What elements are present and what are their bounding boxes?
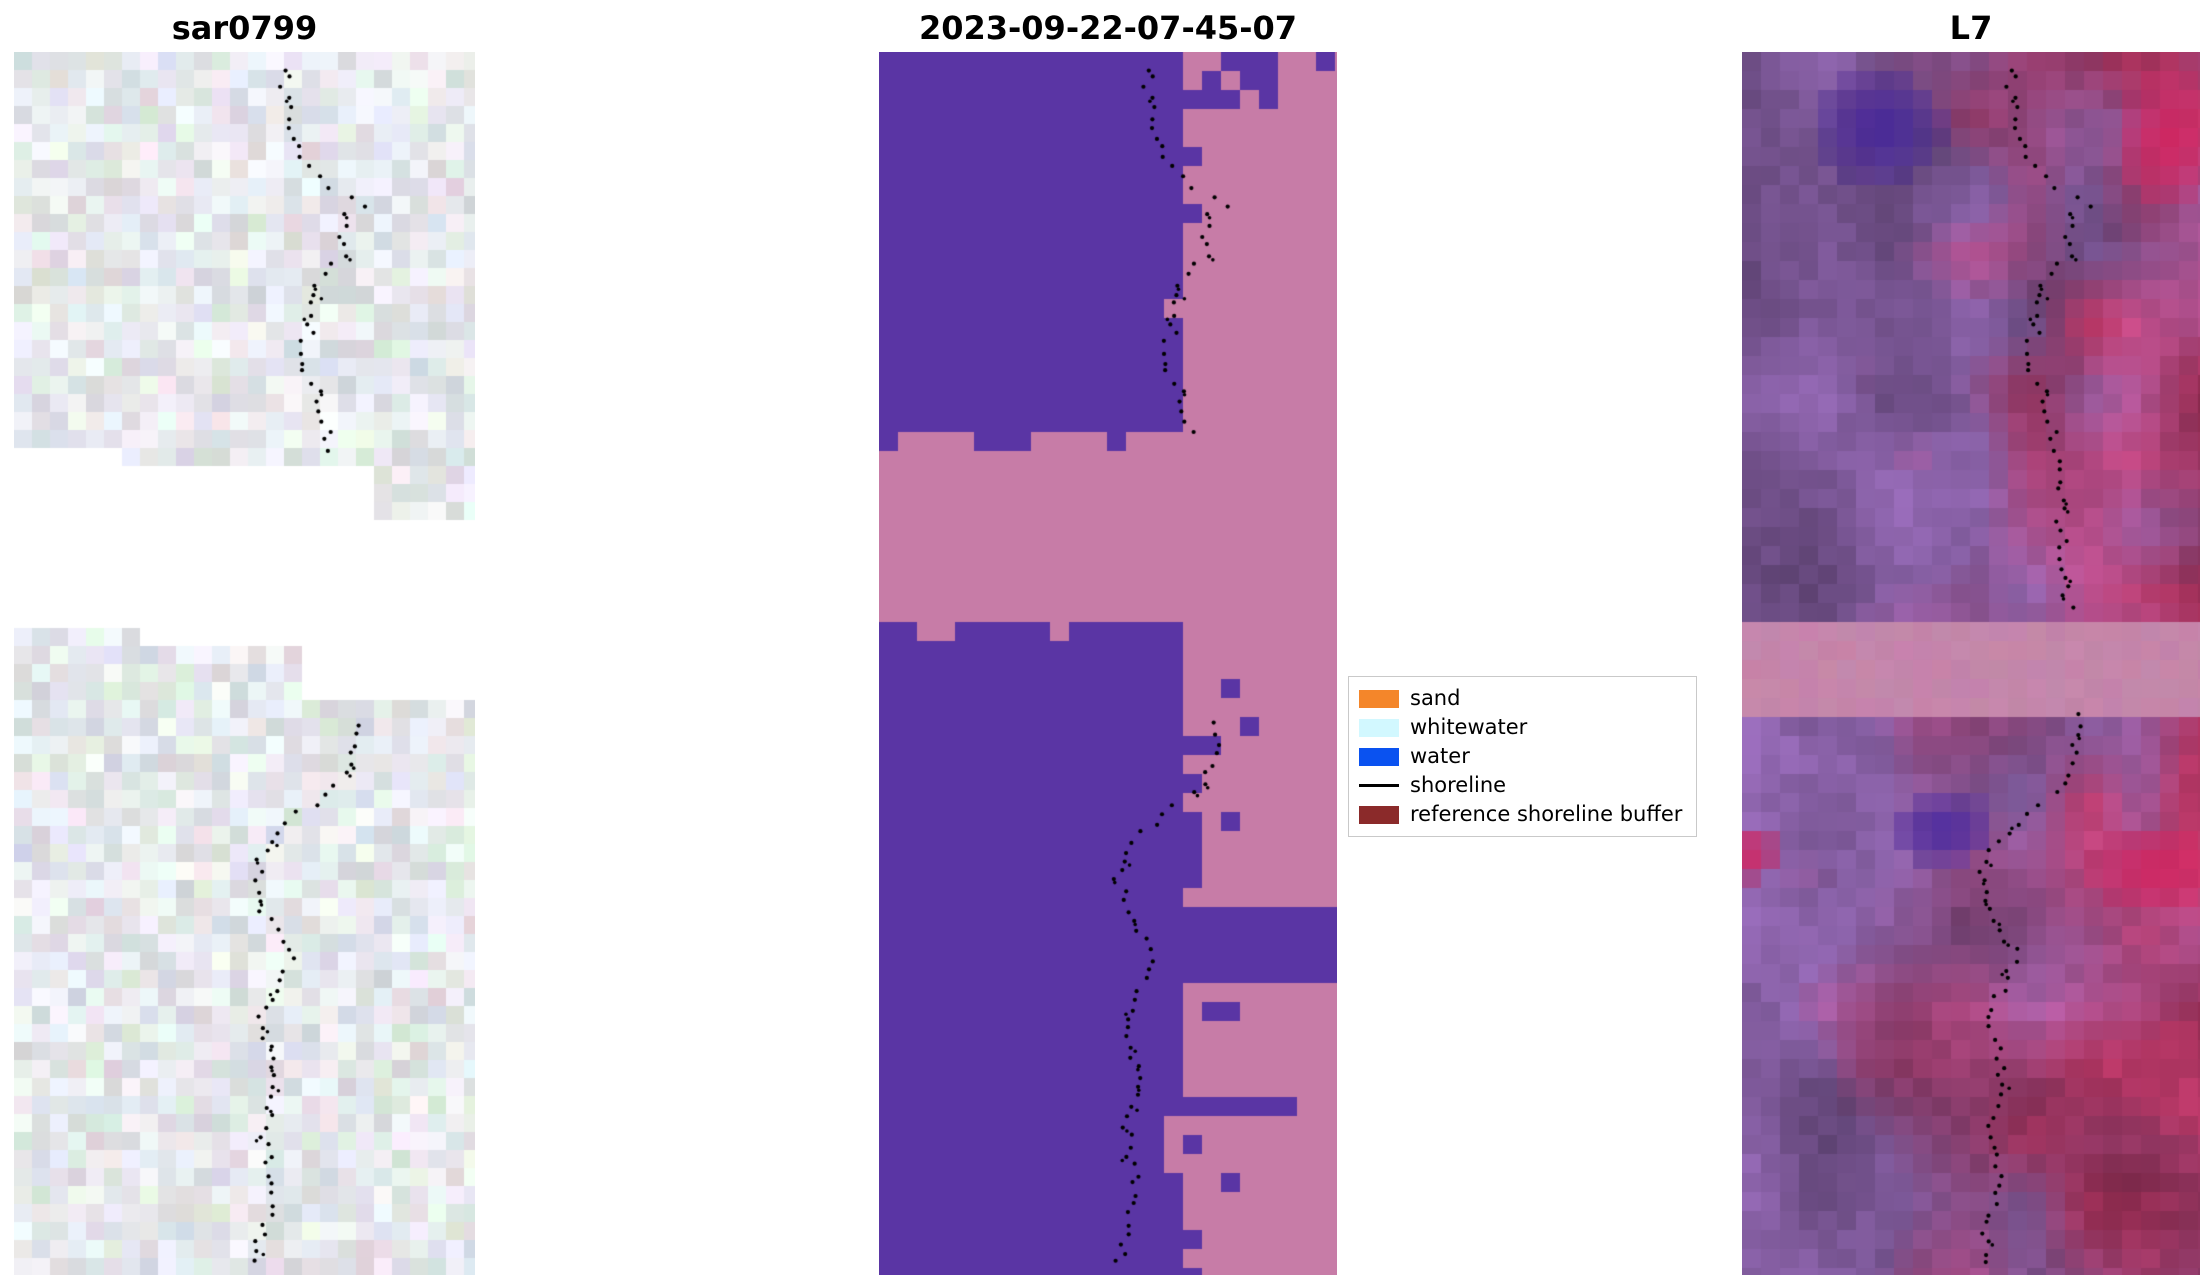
classified-image — [879, 52, 1337, 1275]
legend-label-shoreline: shoreline — [1410, 773, 1507, 797]
sar0799-image — [14, 52, 475, 1275]
reference-buffer-swatch — [1359, 805, 1399, 824]
legend: sand whitewater water shoreline referenc… — [1348, 676, 1698, 837]
whitewater-swatch — [1359, 718, 1399, 737]
legend-label-reference-buffer: reference shoreline buffer — [1410, 802, 1683, 826]
legend-item-reference-buffer: reference shoreline buffer — [1359, 800, 1682, 829]
panel-classified: 2023-09-22-07-45-07 — [879, 8, 1337, 1275]
legend-label-water: water — [1410, 744, 1470, 768]
legend-label-whitewater: whitewater — [1410, 715, 1528, 739]
legend-item-sand: sand — [1359, 684, 1682, 713]
legend-item-shoreline: shoreline — [1359, 771, 1682, 800]
sand-swatch — [1359, 689, 1399, 708]
panel-title-sar0799: sar0799 — [171, 9, 318, 47]
panel-l7: L7 — [1742, 8, 2200, 1275]
panel-title-classified: 2023-09-22-07-45-07 — [918, 9, 1298, 47]
l7-image — [1742, 52, 2200, 1275]
legend-label-sand: sand — [1410, 686, 1461, 710]
panel-title-l7: L7 — [1949, 9, 1993, 47]
shoreline-line-swatch — [1359, 784, 1399, 787]
water-swatch — [1359, 747, 1399, 766]
legend-item-water: water — [1359, 742, 1682, 771]
legend-item-whitewater: whitewater — [1359, 713, 1682, 742]
panel-sar0799: sar0799 — [14, 8, 475, 1275]
